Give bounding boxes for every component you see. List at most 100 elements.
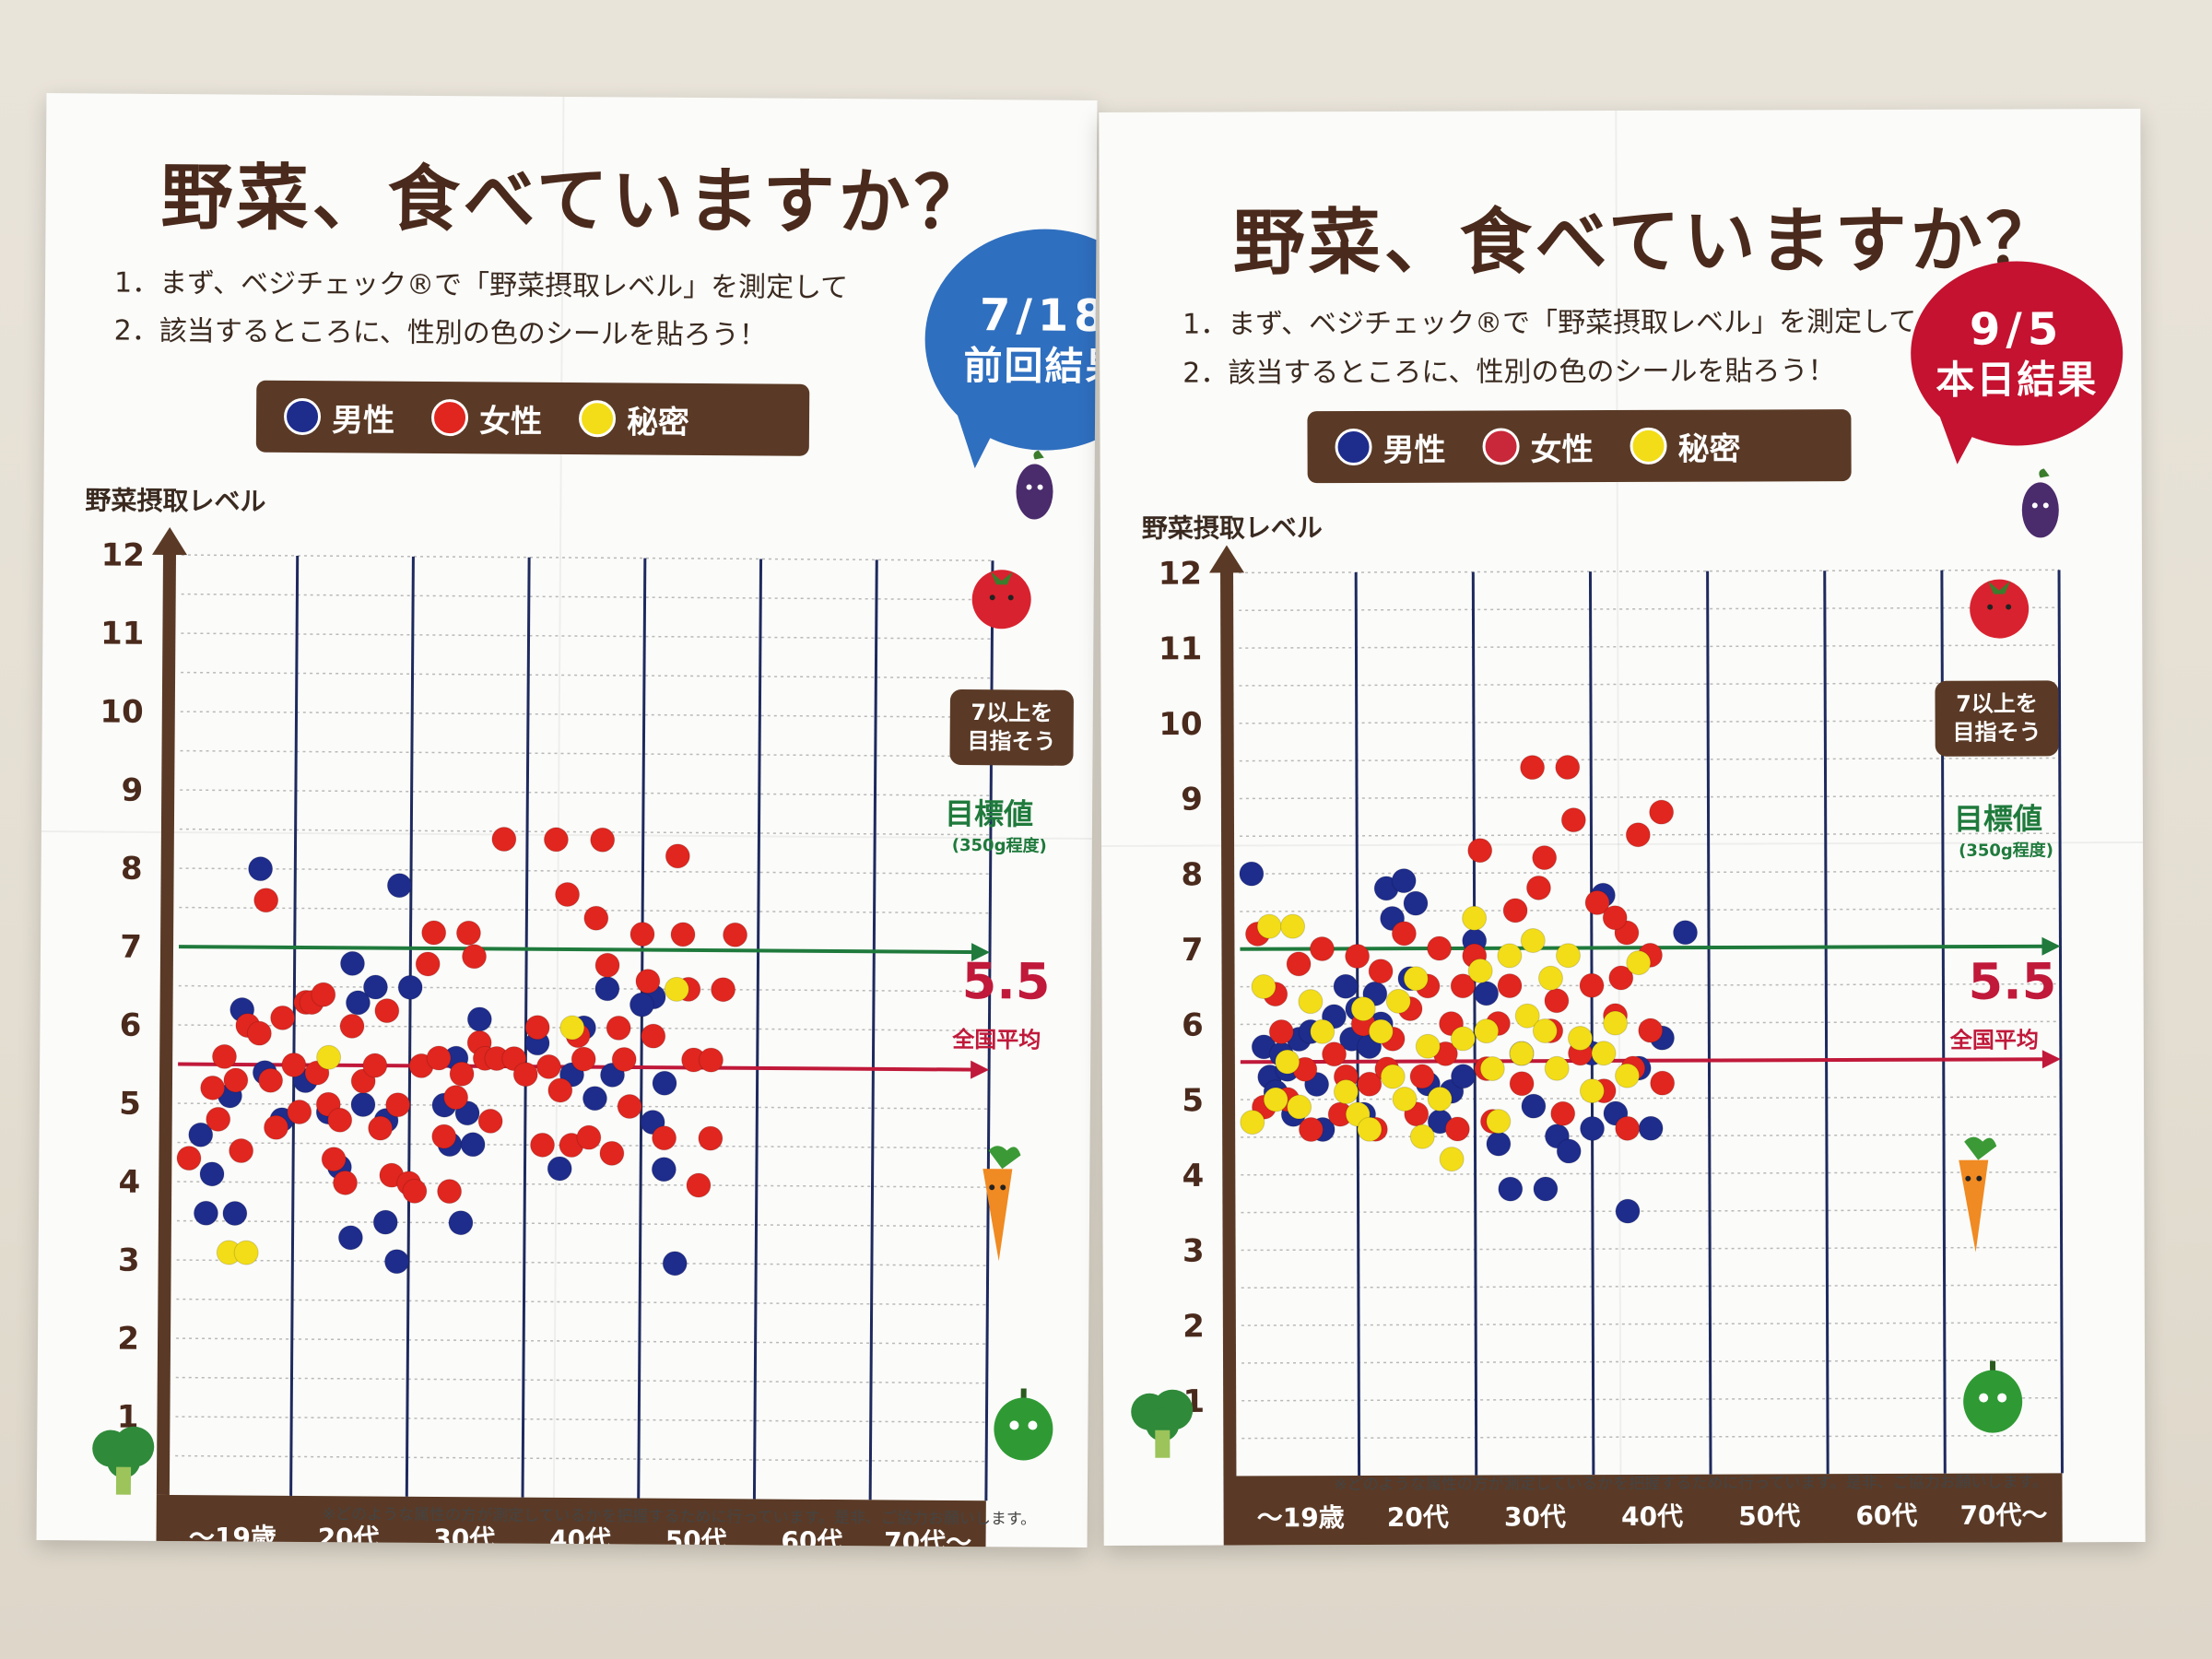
data-point	[583, 905, 609, 931]
goal-label: 目標値	[944, 795, 1034, 832]
grid-line	[177, 1181, 989, 1188]
x-tick-label: 50代	[1738, 1500, 1800, 1531]
data-point	[345, 990, 371, 1016]
data-point	[1602, 905, 1628, 931]
average-value: 5.5	[1968, 952, 2057, 1011]
grid-line	[176, 1337, 988, 1345]
secret-dot-icon	[1630, 427, 1667, 465]
grid-line	[1239, 682, 2060, 687]
data-point	[206, 1106, 231, 1132]
data-point	[543, 827, 569, 853]
x-tick-label: 20代	[318, 1523, 380, 1547]
goal-arrow-icon	[2041, 936, 2061, 956]
legend-label: 女性	[478, 402, 543, 441]
data-point	[670, 922, 696, 947]
grid-line	[175, 1454, 987, 1463]
y-tick-label: 7	[1182, 932, 1204, 969]
data-point	[1474, 1018, 1500, 1044]
date-badge: 7/18 前回結果	[924, 228, 1098, 452]
data-point	[1256, 913, 1282, 939]
legend-item-secret: 秘密	[1630, 423, 1741, 468]
grid-line	[175, 1376, 987, 1384]
column-divider	[405, 556, 415, 1497]
data-point	[455, 920, 481, 946]
column-divider	[752, 559, 763, 1500]
y-tick-label: 1	[117, 1399, 139, 1436]
data-point	[415, 951, 441, 977]
data-point	[1409, 1064, 1435, 1089]
data-point	[193, 1200, 218, 1226]
y-tick-label: 7	[120, 929, 142, 966]
data-point	[397, 974, 423, 1000]
data-point	[321, 1147, 347, 1172]
data-point	[555, 882, 581, 908]
data-point	[1580, 1115, 1606, 1141]
data-point	[629, 922, 655, 947]
grid-line	[1240, 982, 2061, 988]
instruction-2: 2．該当するところに、性別の色のシールを貼ろう！	[1182, 355, 1836, 390]
data-point	[384, 1249, 410, 1275]
data-point	[1263, 1087, 1288, 1112]
data-point	[1444, 1116, 1470, 1142]
carrot-icon	[1959, 1136, 1997, 1253]
data-point	[1638, 1115, 1664, 1141]
legend-label: 男性	[1382, 431, 1446, 469]
legend-item-male: 男性	[283, 394, 394, 440]
grid-line	[1240, 870, 2061, 875]
legend-item-secret: 秘密	[578, 396, 689, 442]
data-point	[176, 1146, 202, 1171]
data-point	[1287, 1094, 1312, 1120]
data-point	[698, 1125, 724, 1151]
y-tick-label: 8	[121, 851, 143, 888]
data-point	[1450, 1026, 1476, 1052]
broccoli-icon	[1131, 1389, 1194, 1458]
y-tick-label: 3	[1182, 1233, 1205, 1270]
data-point	[711, 977, 736, 1003]
legend-item-female: 女性	[430, 394, 543, 441]
poster-title: 野菜、食べていますか？	[1232, 199, 2062, 286]
y-tick-label: 4	[1182, 1158, 1205, 1194]
male-dot-icon	[1335, 428, 1372, 466]
data-point	[264, 1114, 289, 1140]
data-point	[1322, 1041, 1347, 1067]
data-point	[253, 888, 279, 913]
x-tick-label: 60代	[781, 1526, 842, 1547]
data-point	[1556, 1138, 1582, 1164]
y-tick-label: 12	[101, 536, 146, 573]
badge-tail	[956, 412, 1004, 469]
data-point	[385, 1092, 411, 1118]
data-point	[362, 974, 388, 1000]
data-point	[1350, 996, 1376, 1022]
grid-line	[179, 828, 991, 836]
grid-line	[176, 1219, 988, 1228]
data-point	[1625, 822, 1651, 848]
data-point	[1608, 965, 1634, 991]
data-point	[1497, 973, 1523, 999]
data-point	[1520, 755, 1546, 781]
data-point	[199, 1161, 225, 1187]
data-point	[652, 1070, 677, 1096]
legend-label: 女性	[1530, 430, 1594, 468]
legend: 男性 女性 秘密	[1307, 409, 1852, 484]
data-point	[1240, 1110, 1265, 1135]
grid-line	[181, 671, 993, 679]
data-point	[512, 1062, 538, 1088]
x-tick-label: 70代〜	[1959, 1500, 2047, 1530]
data-point	[1584, 889, 1610, 915]
y-tick-label: 6	[1182, 1007, 1204, 1044]
y-tick-label: 8	[1181, 856, 1203, 893]
data-point	[1403, 966, 1429, 992]
column-divider	[868, 559, 878, 1500]
secret-dot-icon	[578, 400, 617, 438]
data-point	[1544, 988, 1570, 1014]
average-arrow-icon	[971, 1060, 990, 1079]
grid-line	[1239, 794, 2060, 800]
tomato-icon	[1970, 579, 2030, 639]
column-divider	[1588, 571, 1595, 1476]
data-point	[571, 1046, 596, 1072]
data-point	[1615, 1115, 1641, 1141]
data-point	[270, 1005, 296, 1030]
data-point	[1450, 973, 1476, 999]
data-point	[1310, 1018, 1335, 1044]
carrot-icon	[982, 1146, 1021, 1262]
